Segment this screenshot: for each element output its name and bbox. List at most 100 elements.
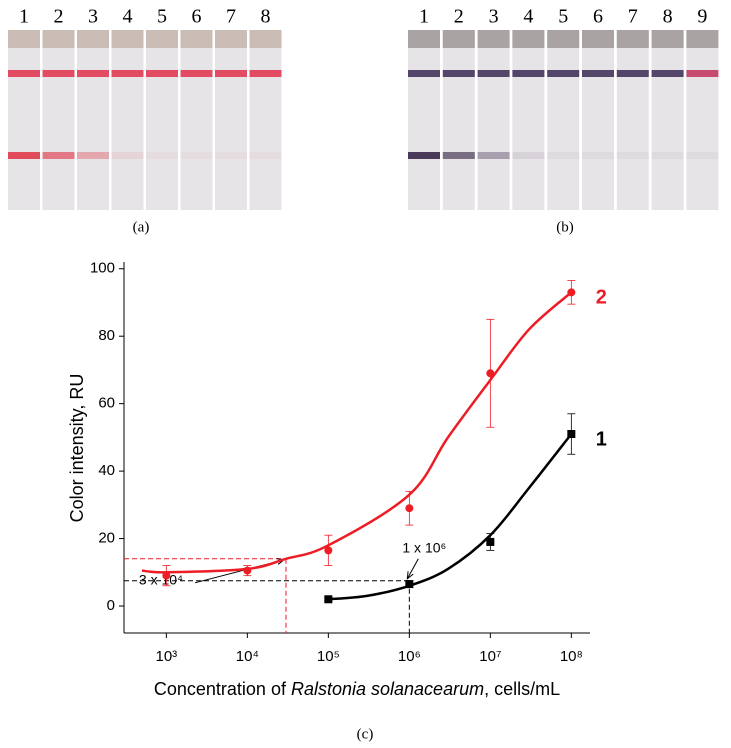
strip-label: 2 — [54, 6, 64, 28]
y-tick-label: 100 — [90, 260, 115, 277]
strip-label: 6 — [593, 6, 603, 28]
data-point — [486, 537, 495, 546]
strip-label: 2 — [454, 6, 464, 28]
strip-pad — [146, 30, 178, 48]
control-line — [408, 70, 440, 77]
panel-caption: (a) — [133, 219, 150, 235]
test-line — [42, 152, 75, 159]
control-line — [180, 70, 213, 77]
x-label-part: , cells/mL — [484, 679, 560, 699]
test-line — [215, 152, 247, 159]
strip — [77, 30, 109, 210]
test-line — [442, 152, 475, 159]
control-line — [477, 70, 510, 77]
data-point — [567, 288, 576, 297]
x-tick-label: 10⁶ — [398, 648, 421, 665]
strip-pad — [651, 30, 684, 48]
strip-pad — [442, 30, 475, 48]
strip-pad — [77, 30, 109, 48]
control-line — [111, 70, 144, 77]
control-line — [512, 70, 545, 77]
x-label-part: Concentration of — [154, 679, 291, 699]
strip-pad — [249, 30, 282, 48]
test-line — [651, 152, 684, 159]
control-line — [146, 70, 178, 77]
strip — [180, 30, 213, 210]
strip — [8, 30, 40, 210]
strip — [215, 30, 247, 210]
test-line — [180, 152, 213, 159]
data-point — [243, 566, 252, 575]
strip-label: 8 — [261, 6, 271, 28]
annotation-arrow — [407, 558, 419, 579]
strip-pad — [215, 30, 247, 48]
test-line — [686, 152, 719, 159]
strip-label: 7 — [628, 6, 638, 28]
annotation: 1 x 10⁶ — [402, 539, 446, 555]
control-line — [651, 70, 684, 77]
control-line — [8, 70, 40, 77]
y-tick-label: 40 — [98, 462, 115, 479]
test-line — [8, 152, 40, 159]
strip-pad — [547, 30, 580, 48]
test-line — [547, 152, 580, 159]
strip — [512, 30, 545, 210]
x-tick-label: 10⁴ — [236, 648, 259, 665]
strip — [442, 30, 475, 210]
control-line — [215, 70, 247, 77]
test-line — [512, 152, 545, 159]
strip-label: 3 — [489, 6, 499, 28]
strip-label: 1 — [419, 6, 429, 28]
x-tick-label: 10⁸ — [560, 648, 583, 665]
strip-pad — [512, 30, 545, 48]
control-line — [686, 70, 719, 77]
control-line — [582, 70, 614, 77]
control-line — [77, 70, 109, 77]
strip — [111, 30, 144, 210]
strip-pad — [111, 30, 144, 48]
annotation: 3 x 10⁴ — [139, 572, 183, 588]
y-tick-label: 80 — [98, 327, 115, 344]
control-line — [42, 70, 75, 77]
test-line — [616, 152, 649, 159]
data-point — [486, 369, 495, 378]
fit-curve — [328, 433, 573, 601]
data-point — [324, 595, 333, 604]
data-point — [324, 546, 333, 555]
y-tick-label: 20 — [98, 530, 115, 547]
strip — [547, 30, 580, 210]
strip-label: 4 — [123, 6, 133, 28]
strip-label: 4 — [523, 6, 533, 28]
strip — [42, 30, 75, 210]
strip-pad — [686, 30, 719, 48]
data-point — [567, 430, 576, 439]
strip-label: 8 — [663, 6, 673, 28]
data-point — [405, 504, 414, 513]
test-line — [408, 152, 440, 159]
panel-caption: (b) — [556, 219, 574, 235]
test-line — [477, 152, 510, 159]
strip-pad — [477, 30, 510, 48]
control-line — [442, 70, 475, 77]
y-tick-label: 0 — [107, 597, 115, 614]
strip — [616, 30, 649, 210]
strip-label: 5 — [558, 6, 568, 28]
strip — [651, 30, 684, 210]
series-label: 1 — [596, 428, 607, 450]
test-line — [111, 152, 144, 159]
strip-pad — [408, 30, 440, 48]
x-tick-label: 10³ — [156, 648, 178, 665]
series-label: 2 — [596, 287, 607, 309]
strip-label: 6 — [192, 6, 202, 28]
test-line — [249, 152, 282, 159]
fit-curve — [141, 291, 573, 574]
x-tick-label: 10⁷ — [479, 648, 501, 665]
test-line — [582, 152, 614, 159]
strip — [686, 30, 719, 210]
strip-pad — [8, 30, 40, 48]
strip-label: 5 — [157, 6, 167, 28]
strip — [408, 30, 440, 210]
x-label-part: Ralstonia solanacearum — [291, 679, 484, 699]
